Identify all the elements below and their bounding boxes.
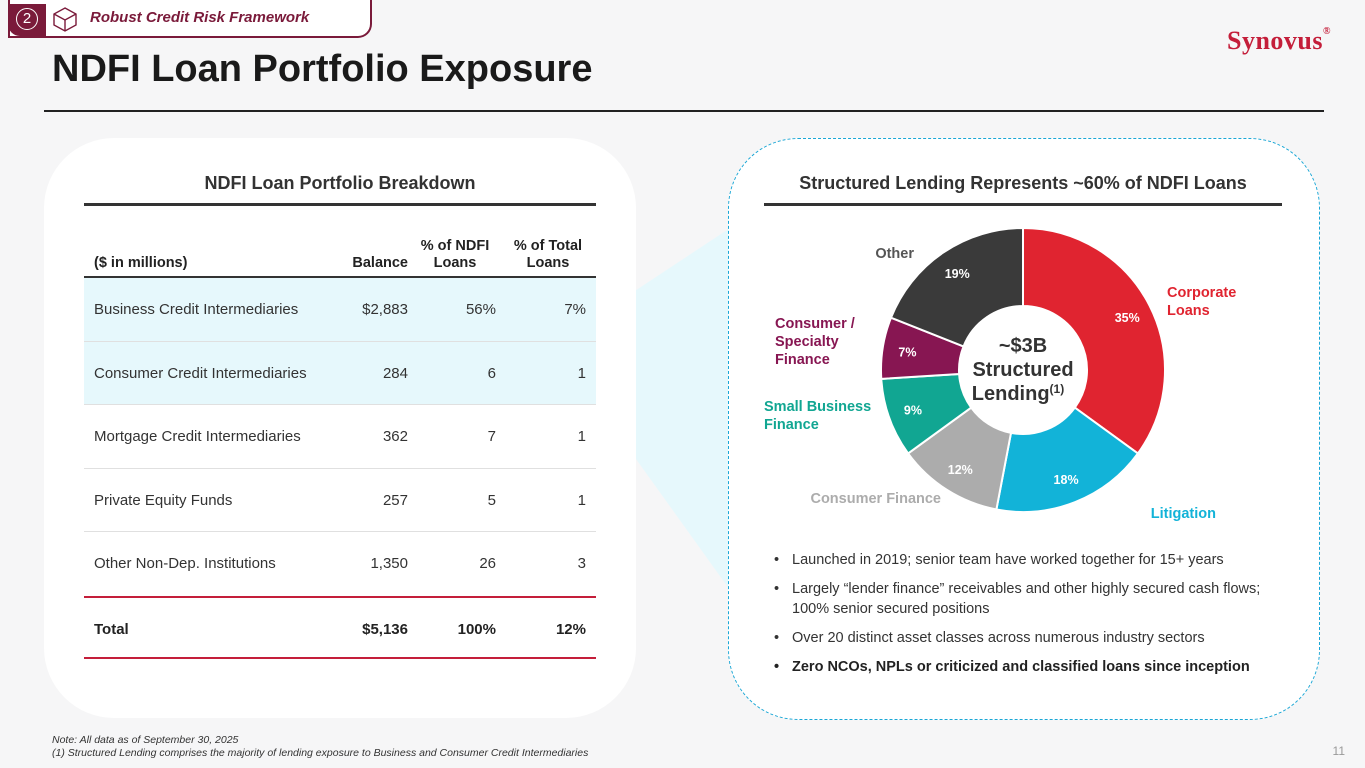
- footnote: Note: All data as of September 30, 2025 …: [52, 734, 588, 760]
- portfolio-breakdown-panel: [44, 138, 636, 718]
- row-pct-total: 3: [577, 555, 586, 572]
- table-total-row: Total $5,136 100% 12%: [84, 595, 596, 659]
- donut-slice-value: 35%: [1115, 311, 1140, 325]
- portfolio-table: ($ in millions) Balance % of NDFI Loans …: [84, 236, 596, 659]
- col-pct-ndfi-line1: % of NDFI: [420, 238, 490, 254]
- donut-center-line3: Lending(1): [972, 382, 1064, 405]
- table-row: Other Non-Dep. Institutions 1,350 26 3: [84, 532, 596, 596]
- total-pct-total: 12%: [555, 620, 586, 638]
- col-pct-total-header: % of Total Loans: [506, 238, 590, 272]
- breakdown-heading: NDFI Loan Portfolio Breakdown: [204, 173, 476, 193]
- section-number: 2: [16, 8, 38, 31]
- table-row: Business Credit Intermediaries $2,883 56…: [84, 278, 596, 342]
- donut-slice-other: [889, 226, 1024, 348]
- bullet-item: Largely “lender finance” receivables and…: [774, 579, 1284, 619]
- bullet-item: Over 20 distinct asset classes across nu…: [774, 628, 1284, 648]
- row-name: Other Non-Dep. Institutions: [94, 555, 276, 572]
- row-name: Business Credit Intermediaries: [94, 301, 299, 318]
- row-pct-ndfi: 56%: [465, 301, 496, 318]
- donut-category-label: Consumer / Specialty Finance: [775, 316, 855, 368]
- row-pct-ndfi: 7: [487, 428, 496, 445]
- row-balance: $2,883: [362, 301, 408, 318]
- donut-category-label: Small Business Finance: [764, 399, 871, 433]
- donut-slice-value: 12%: [948, 463, 973, 477]
- donut-center-sup: (1): [1050, 382, 1065, 396]
- total-pct-ndfi: 100%: [457, 620, 496, 638]
- structured-lending-heading-rule: [764, 203, 1282, 206]
- total-balance: $5,136: [362, 620, 408, 638]
- section-tag: [8, 0, 372, 38]
- col-balance-header: Balance: [352, 255, 408, 271]
- donut-slice-litigation-finance: [995, 406, 1140, 513]
- section-label: Robust Credit Risk Framework: [90, 9, 310, 26]
- logo-text: Synovus: [1227, 26, 1324, 55]
- donut-slice-corporate-loans: [1022, 226, 1166, 455]
- donut-category-label: Corporate Loans: [1167, 285, 1236, 319]
- title-divider: [44, 110, 1324, 112]
- bullet-item-bold: Zero NCOs, NPLs or criticized and classi…: [774, 657, 1284, 677]
- donut-slice-value: 18%: [1054, 473, 1079, 487]
- section-number-badge: 2: [8, 4, 46, 36]
- row-balance: 284: [382, 364, 408, 382]
- cube-icon: [53, 7, 77, 32]
- row-balance: 362: [382, 428, 408, 445]
- page-number: 11: [1332, 744, 1345, 758]
- table-row: Consumer Credit Intermediaries 284 6 1: [84, 341, 596, 405]
- donut-center-amount: ~$3B: [999, 335, 1047, 357]
- total-name: Total: [94, 620, 129, 638]
- bullet-item: Launched in 2019; senior team have worke…: [774, 550, 1284, 570]
- table-row: Private Equity Funds 257 5 1: [84, 469, 596, 532]
- row-balance: 257: [382, 491, 408, 509]
- donut-category-label: Consumer Finance: [810, 491, 941, 507]
- donut-category-label: Other: [875, 246, 914, 262]
- col-pct-ndfi-header: % of NDFI Loans: [410, 238, 500, 272]
- donut-center-lending: Lending: [972, 383, 1050, 405]
- col-pct-total-line2: Loans: [526, 255, 570, 271]
- col-pct-ndfi-line2: Loans: [433, 255, 477, 271]
- structured-lending-donut: ~$3B Structured Lending(1) 35% Corporate L…: [764, 226, 1236, 525]
- donut-slice-value: 7%: [898, 346, 916, 360]
- row-name: Private Equity Funds: [94, 491, 233, 509]
- row-pct-total: 1: [577, 428, 586, 445]
- row-pct-ndfi: 26: [479, 555, 496, 572]
- row-pct-total: 1: [577, 491, 586, 509]
- row-pct-total: 1: [577, 364, 586, 382]
- col-name-header: ($ in millions): [94, 255, 188, 271]
- row-pct-total: 7%: [564, 301, 586, 318]
- donut-category-label: LitigationFinance: [1151, 506, 1216, 525]
- structured-lending-heading: Structured Lending Represents ~60% of ND…: [799, 173, 1247, 193]
- synovus-logo: Synovus®: [1227, 26, 1331, 55]
- page-title: NDFI Loan Portfolio Exposure: [52, 48, 593, 90]
- breakdown-heading-rule: [84, 203, 596, 206]
- row-pct-ndfi: 6: [487, 364, 496, 382]
- footnote-structured-lending: (1) Structured Lending comprises the maj…: [52, 747, 589, 759]
- donut-slice-value: 19%: [945, 267, 970, 281]
- row-name: Consumer Credit Intermediaries: [94, 364, 307, 382]
- donut-center-line2: Structured: [972, 359, 1073, 381]
- row-name: Mortgage Credit Intermediaries: [94, 428, 301, 445]
- table-row: Mortgage Credit Intermediaries 362 7 1: [84, 405, 596, 469]
- row-balance: 1,350: [370, 555, 408, 572]
- donut-slice-value: 9%: [904, 404, 922, 418]
- row-pct-ndfi: 5: [487, 491, 496, 509]
- structured-lending-bullets: Launched in 2019; senior team have worke…: [774, 550, 1284, 686]
- table-header: ($ in millions) Balance % of NDFI Loans …: [84, 236, 596, 278]
- footnote-note: Note: All data as of September 30, 2025: [52, 734, 239, 746]
- col-pct-total-line1: % of Total: [513, 238, 583, 254]
